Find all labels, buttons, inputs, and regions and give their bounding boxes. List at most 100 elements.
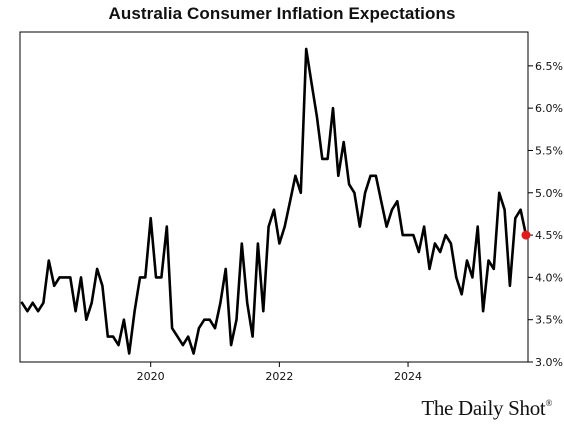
data-point bbox=[122, 318, 125, 321]
data-point bbox=[42, 301, 45, 304]
data-point bbox=[214, 327, 216, 330]
data-point bbox=[508, 284, 511, 287]
data-point bbox=[31, 301, 34, 304]
y-tick-label: 5.0% bbox=[535, 187, 563, 200]
data-point bbox=[514, 217, 517, 220]
data-point bbox=[444, 234, 447, 237]
data-point bbox=[503, 208, 506, 211]
data-point bbox=[396, 200, 399, 203]
data-point bbox=[471, 276, 474, 279]
y-tick-label: 6.5% bbox=[535, 60, 563, 73]
data-point bbox=[498, 191, 501, 194]
data-point bbox=[197, 327, 200, 330]
data-point bbox=[155, 276, 157, 279]
data-point bbox=[294, 174, 297, 177]
data-point bbox=[283, 225, 286, 228]
data-point bbox=[251, 335, 254, 338]
data-point bbox=[385, 225, 388, 228]
y-tick-label: 4.5% bbox=[535, 229, 563, 242]
data-point bbox=[364, 191, 367, 194]
data-point bbox=[58, 276, 61, 279]
data-point bbox=[192, 352, 195, 355]
data-point bbox=[128, 352, 131, 355]
data-point bbox=[149, 217, 152, 220]
data-point bbox=[53, 284, 56, 287]
data-point bbox=[417, 251, 420, 253]
data-point bbox=[224, 267, 227, 270]
data-point bbox=[449, 242, 452, 245]
data-point bbox=[240, 242, 243, 245]
data-point bbox=[246, 301, 249, 304]
data-point bbox=[267, 225, 270, 228]
data-point bbox=[139, 276, 141, 279]
data-point bbox=[133, 310, 136, 313]
data-point bbox=[391, 208, 393, 211]
y-tick-label: 6.0% bbox=[535, 102, 563, 115]
y-tick-label: 4.0% bbox=[535, 271, 563, 284]
data-point bbox=[321, 157, 324, 160]
data-point bbox=[273, 208, 275, 211]
y-axis: 3.0% 3.5% 4.0% 4.5% 5.0% 5.5% 6.0% 6.5% bbox=[528, 60, 563, 369]
data-point bbox=[315, 115, 318, 118]
data-point bbox=[144, 276, 147, 279]
data-point bbox=[112, 335, 115, 338]
data-point bbox=[289, 200, 292, 203]
data-point bbox=[348, 183, 351, 186]
data-point bbox=[407, 234, 409, 237]
data-point bbox=[278, 242, 281, 245]
data-point bbox=[256, 242, 259, 245]
data-point bbox=[235, 318, 238, 321]
x-tick-label: 2022 bbox=[265, 370, 293, 383]
data-point bbox=[433, 242, 436, 245]
data-point bbox=[326, 157, 329, 160]
data-point bbox=[299, 191, 302, 194]
data-point bbox=[176, 335, 179, 338]
data-point bbox=[187, 335, 190, 338]
y-tick-label: 3.0% bbox=[535, 356, 563, 369]
data-point bbox=[492, 267, 495, 270]
data-point bbox=[203, 318, 206, 321]
data-point bbox=[412, 234, 415, 237]
data-point bbox=[428, 267, 431, 270]
data-point bbox=[181, 344, 184, 347]
data-point bbox=[80, 276, 82, 279]
data-point bbox=[519, 208, 522, 211]
brand-logo: The Daily Shot® bbox=[421, 396, 552, 421]
data-point bbox=[353, 191, 356, 194]
x-tick-label: 2024 bbox=[394, 370, 422, 383]
data-point bbox=[160, 276, 163, 279]
data-point bbox=[47, 259, 50, 262]
y-tick-label: 5.5% bbox=[535, 144, 563, 157]
data-points bbox=[21, 47, 527, 355]
x-tick-label: 2020 bbox=[137, 370, 165, 383]
data-point bbox=[21, 301, 23, 304]
data-point bbox=[262, 310, 265, 313]
data-point bbox=[487, 259, 490, 262]
data-point bbox=[208, 318, 211, 321]
data-point bbox=[85, 318, 88, 321]
data-point bbox=[26, 310, 29, 313]
data-point bbox=[337, 174, 340, 177]
data-point bbox=[171, 327, 174, 330]
data-point bbox=[401, 234, 404, 237]
data-point bbox=[342, 141, 345, 143]
data-point bbox=[423, 225, 426, 228]
data-point bbox=[90, 301, 93, 304]
data-point bbox=[460, 293, 463, 296]
data-point bbox=[455, 276, 458, 279]
y-tick-label: 3.5% bbox=[535, 314, 563, 327]
chart-title: Australia Consumer Inflation Expectation… bbox=[108, 4, 456, 23]
data-point bbox=[305, 47, 308, 50]
data-point bbox=[96, 267, 99, 270]
plot-frame bbox=[19, 31, 529, 363]
data-point bbox=[117, 344, 120, 347]
data-point bbox=[476, 225, 479, 228]
data-point bbox=[358, 225, 361, 228]
x-axis: 2020 2022 2024 bbox=[137, 362, 422, 383]
data-point bbox=[466, 259, 468, 262]
data-point bbox=[74, 310, 77, 313]
data-point bbox=[439, 251, 442, 253]
data-point bbox=[369, 174, 372, 177]
data-point bbox=[101, 284, 104, 287]
